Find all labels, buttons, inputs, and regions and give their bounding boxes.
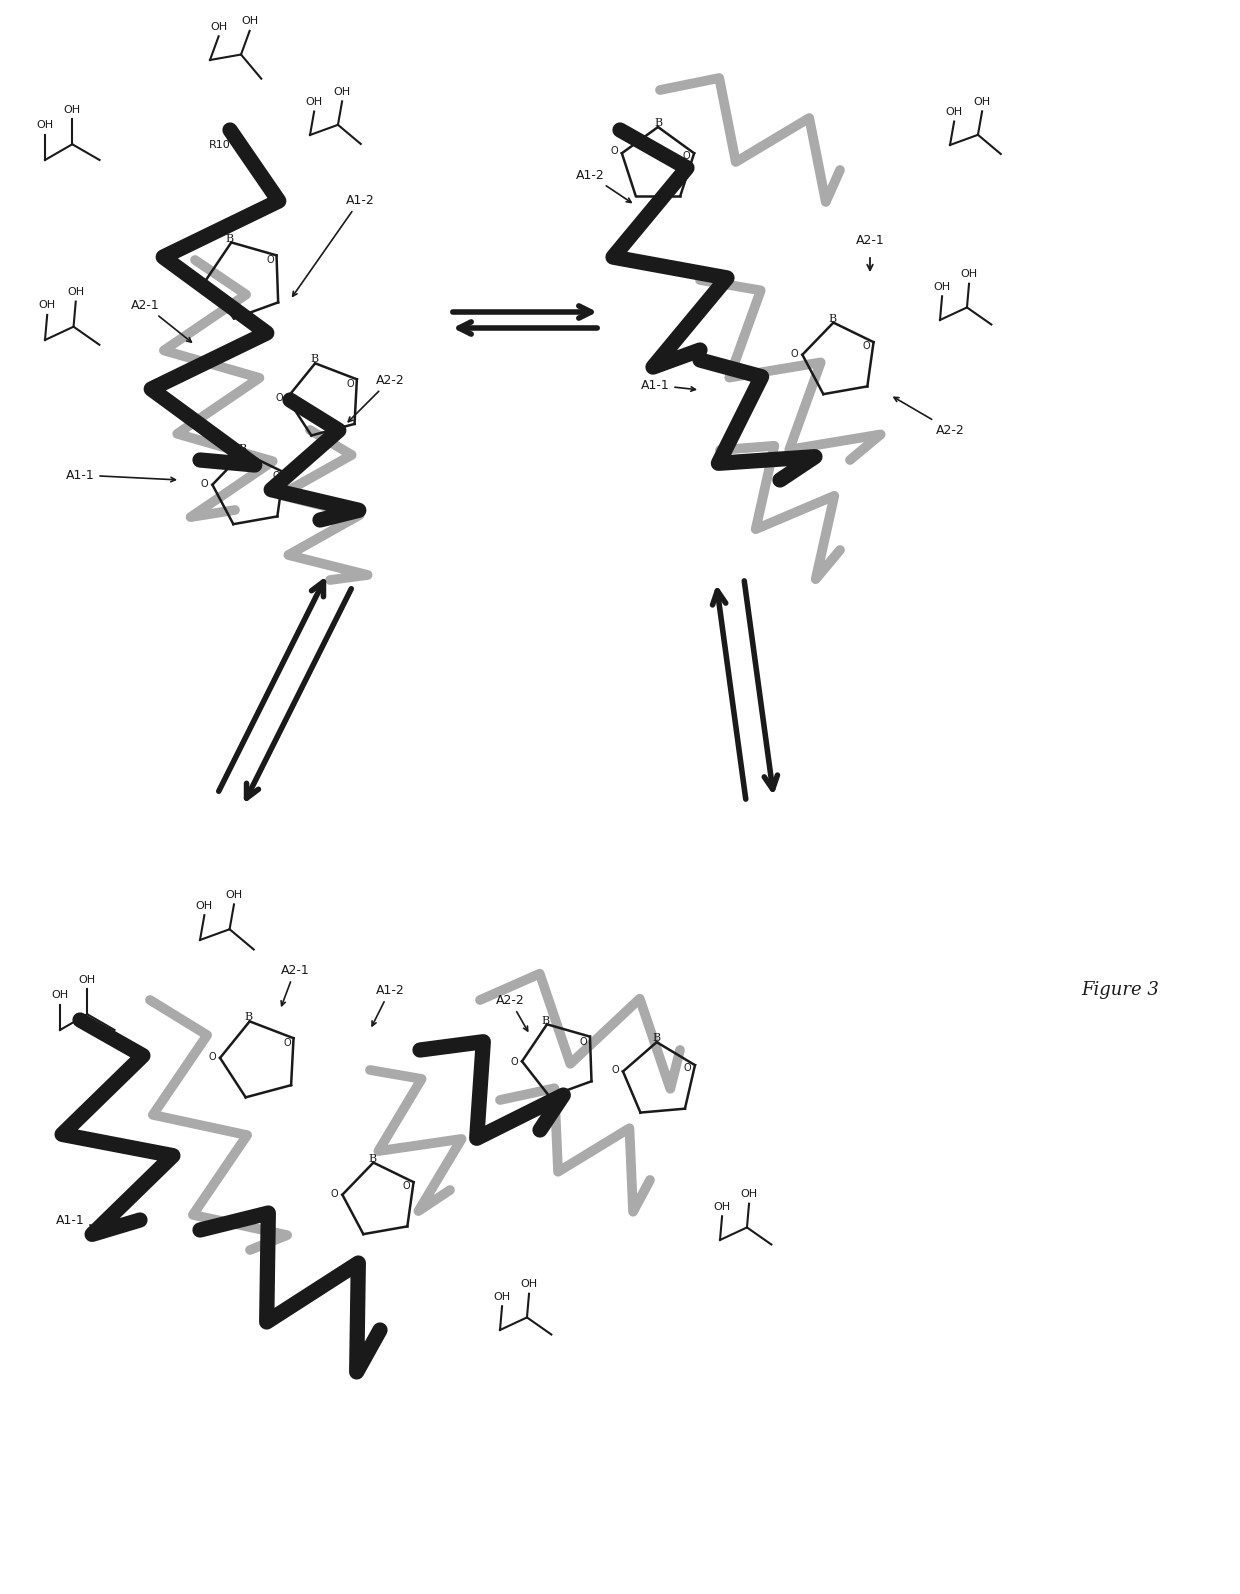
Text: OH: OH — [36, 120, 53, 131]
Text: B: B — [226, 234, 234, 244]
Text: O: O — [683, 1063, 692, 1073]
Text: A2-2: A2-2 — [348, 373, 404, 422]
Text: O: O — [683, 151, 691, 161]
Text: O: O — [791, 349, 799, 359]
Text: A1-1: A1-1 — [66, 469, 175, 481]
Text: OH: OH — [241, 16, 258, 27]
Text: B: B — [310, 354, 319, 365]
Text: O: O — [283, 1038, 290, 1047]
Text: B: B — [652, 1033, 661, 1042]
Text: OH: OH — [334, 88, 351, 97]
Text: R10: R10 — [210, 140, 231, 150]
Text: OH: OH — [740, 1189, 758, 1199]
Text: OH: OH — [67, 287, 84, 296]
Text: OH: OH — [973, 97, 991, 107]
Text: A1-1: A1-1 — [56, 1213, 105, 1231]
Text: A2-2: A2-2 — [496, 993, 528, 1031]
Text: OH: OH — [226, 889, 243, 901]
Text: O: O — [201, 478, 208, 489]
Text: O: O — [611, 1065, 619, 1074]
Text: OH: OH — [196, 901, 213, 910]
Text: OH: OH — [934, 282, 951, 292]
Text: A1-2: A1-2 — [372, 983, 404, 1027]
Text: Figure 3: Figure 3 — [1081, 980, 1159, 999]
Text: O: O — [208, 1052, 216, 1063]
Text: B: B — [238, 443, 247, 454]
Text: O: O — [580, 1036, 588, 1047]
Text: O: O — [193, 277, 201, 287]
Text: A1-2: A1-2 — [293, 193, 374, 296]
Text: OH: OH — [63, 105, 81, 115]
Text: OH: OH — [961, 269, 977, 279]
Text: O: O — [275, 392, 283, 403]
Text: B: B — [653, 118, 662, 128]
Text: OH: OH — [38, 300, 56, 311]
Text: A2-1: A2-1 — [856, 233, 884, 247]
Text: O: O — [403, 1181, 410, 1191]
Text: O: O — [346, 379, 353, 389]
Text: O: O — [610, 145, 618, 156]
Text: OH: OH — [946, 107, 962, 118]
Text: A2-2: A2-2 — [894, 397, 965, 437]
Text: O: O — [267, 255, 274, 265]
Text: A2-1: A2-1 — [280, 963, 309, 1006]
Text: B: B — [542, 1015, 549, 1025]
Text: B: B — [828, 314, 837, 324]
Text: O: O — [331, 1189, 339, 1199]
Text: OH: OH — [713, 1202, 730, 1211]
Text: B: B — [244, 1012, 253, 1022]
Text: OH: OH — [78, 974, 95, 985]
Text: A2-1: A2-1 — [130, 298, 191, 343]
Text: A1-2: A1-2 — [575, 169, 631, 202]
Text: O: O — [510, 1057, 518, 1066]
Text: A1-1: A1-1 — [641, 378, 696, 392]
Text: OH: OH — [521, 1280, 538, 1290]
Text: B: B — [368, 1154, 377, 1164]
Text: OH: OH — [51, 990, 68, 1001]
Text: OH: OH — [494, 1293, 511, 1302]
Text: OH: OH — [210, 22, 227, 32]
Text: O: O — [273, 470, 280, 481]
Text: OH: OH — [305, 97, 322, 107]
Text: O: O — [863, 341, 870, 351]
